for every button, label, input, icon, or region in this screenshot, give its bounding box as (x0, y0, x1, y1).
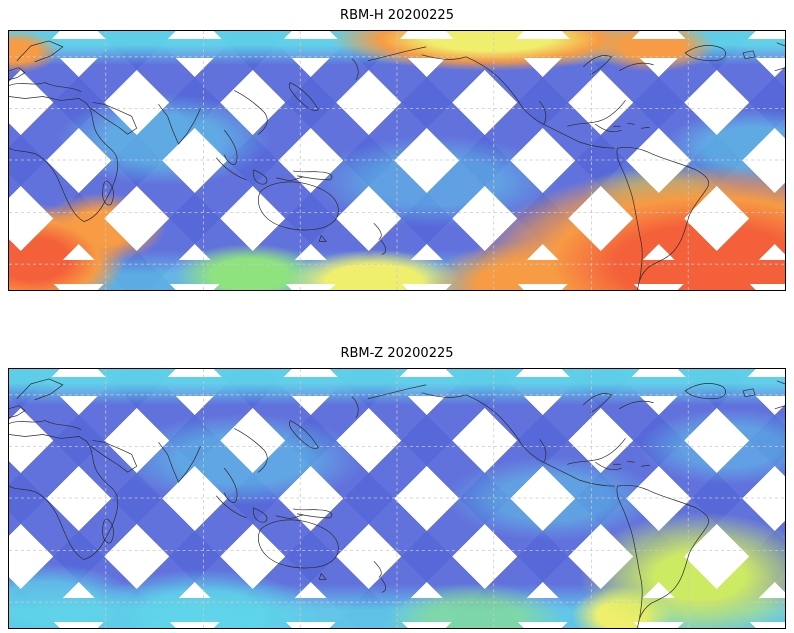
world-coastlines (9, 31, 785, 290)
map-rbm-z (8, 368, 786, 629)
panel-title-rbm-h: RBM-H 20200225 (340, 8, 454, 23)
map-rbm-h (8, 30, 786, 291)
map-overlay-rbm-h (9, 31, 785, 290)
map-overlay-rbm-z (9, 369, 785, 628)
world-coastlines (9, 369, 785, 628)
panel-title-rbm-z: RBM-Z 20200225 (340, 346, 454, 361)
